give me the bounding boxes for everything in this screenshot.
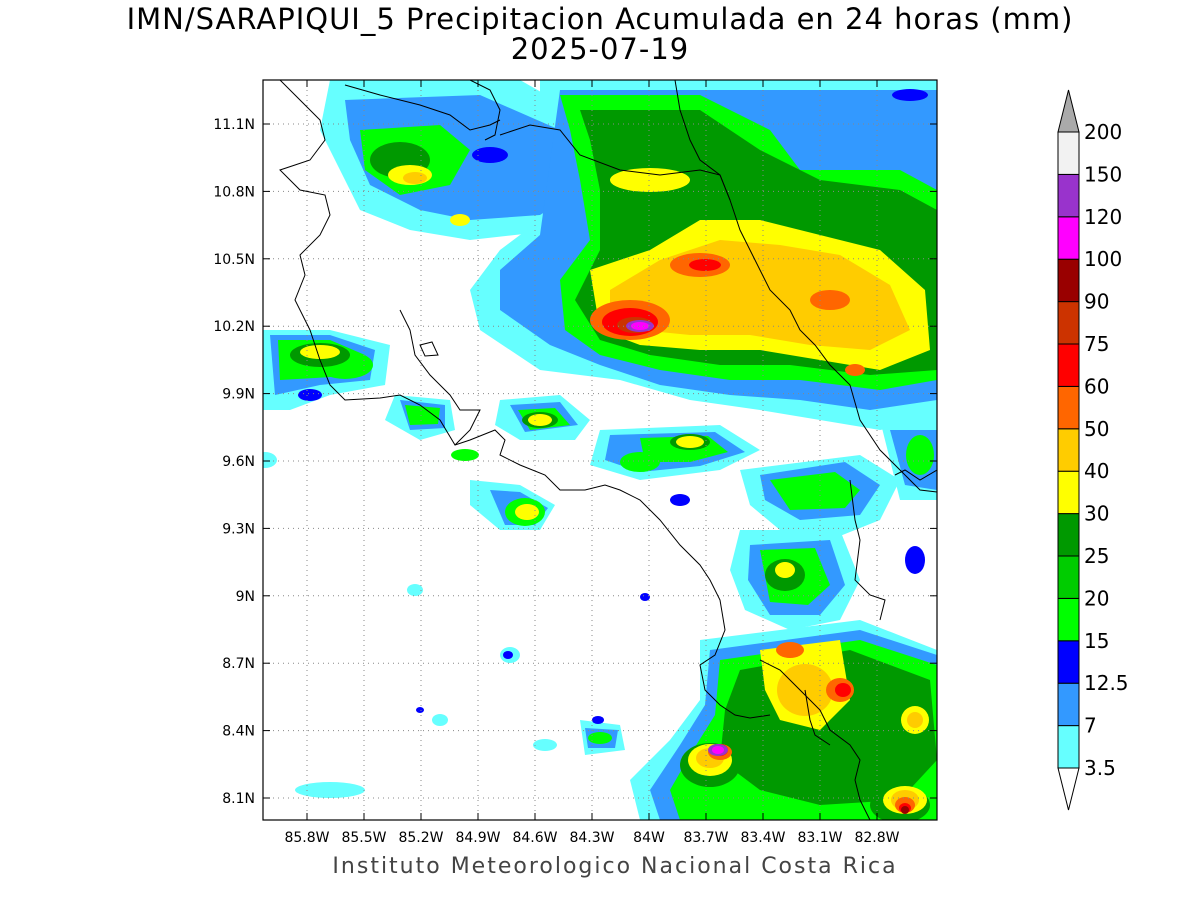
colorbar-level-label: 15: [1084, 629, 1109, 653]
colorbar-swatch: [1057, 513, 1080, 557]
colorbar-swatch: [1057, 131, 1080, 175]
colorbar-legend: 3.5 7 12.5 15 20 25 30 40 50 60 75 90 100 120 150 200: [1057, 89, 1129, 811]
lat-label: 9N: [236, 589, 255, 605]
colorbar-level-label: 150: [1084, 162, 1122, 186]
colorbar-level-label: 30: [1084, 502, 1109, 526]
lon-label: 85.5W: [341, 830, 386, 846]
lon-label: 84W: [633, 830, 665, 846]
colorbar-swatch: [1057, 555, 1080, 599]
lon-label: 83.4W: [740, 830, 785, 846]
lat-label: 10.2N: [213, 319, 255, 335]
colorbar-level-label: 90: [1084, 290, 1109, 314]
colorbar-level-label: 12.5: [1084, 671, 1129, 695]
lat-label: 9.3N: [222, 521, 255, 537]
colorbar-over-arrow: [1057, 89, 1080, 133]
lat-label: 11.1N: [213, 117, 255, 133]
map-title: IMN/SARAPIQUI_5 Precipitacion Acumulada …: [126, 2, 1074, 36]
colorbar-swatch: [1057, 301, 1080, 345]
lat-label: 9.6N: [222, 454, 255, 470]
colorbar-swatch: [1057, 258, 1080, 303]
colorbar-level-label: 75: [1084, 332, 1109, 356]
colorbar-swatch: [1057, 216, 1080, 260]
lon-label: 83.7W: [683, 830, 728, 846]
colorbar-swatch: [1057, 385, 1080, 430]
lon-label: 84.6W: [512, 830, 557, 846]
lat-label: 10.8N: [213, 184, 255, 200]
map-date: 2025-07-19: [510, 32, 690, 66]
lat-label: 8.1N: [222, 791, 255, 807]
colorbar-swatch: [1057, 640, 1080, 684]
colorbar-swatch: [1057, 173, 1080, 218]
colorbar-swatch: [1057, 725, 1080, 769]
latitude-axis: 11.1N 10.8N 10.5N 10.2N 9.9N 9.6N 9.3N 9N 8.7N 8.…: [213, 117, 937, 807]
footer-credit: Instituto Meteorologico Nacional Costa R…: [332, 854, 898, 879]
colorbar-swatch: [1057, 597, 1080, 642]
lon-label: 84.9W: [455, 830, 500, 846]
colorbar-level-label: 200: [1084, 120, 1122, 144]
lon-label: 85.2W: [398, 830, 443, 846]
colorbar-level-label: 60: [1084, 374, 1109, 398]
coastline: [279, 80, 937, 820]
lat-label: 8.4N: [222, 724, 255, 740]
colorbar-level-label: 100: [1084, 247, 1122, 271]
colorbar-level-label: 7: [1084, 714, 1097, 738]
colorbar-swatch: [1057, 343, 1080, 387]
lon-label: 82.8W: [854, 830, 899, 846]
colorbar-level-label: 3.5: [1084, 756, 1116, 780]
colorbar-level-label: 20: [1084, 586, 1109, 610]
map-frame: [262, 79, 938, 821]
lat-label: 10.5N: [213, 252, 255, 268]
lon-label: 83.1W: [797, 830, 842, 846]
lat-label: 8.7N: [222, 656, 255, 672]
lon-label: 85.8W: [284, 830, 329, 846]
longitude-axis: 85.8W 85.5W 85.2W 84.9W 84.6W 84.3W 84W 83.7W 83…: [284, 80, 900, 846]
lat-lon-grid: [263, 80, 937, 820]
lon-label: 84.3W: [569, 830, 614, 846]
colorbar-under-arrow: [1057, 767, 1080, 811]
colorbar-level-label: 120: [1084, 205, 1122, 229]
colorbar-level-label: 40: [1084, 459, 1109, 483]
colorbar-swatch: [1057, 428, 1080, 472]
colorbar-swatch: [1057, 682, 1080, 727]
colorbar-level-label: 25: [1084, 544, 1109, 568]
colorbar-level-label: 50: [1084, 417, 1109, 441]
precipitation-field: [263, 80, 937, 820]
colorbar-swatch: [1057, 470, 1080, 515]
lat-label: 9.9N: [222, 387, 255, 403]
